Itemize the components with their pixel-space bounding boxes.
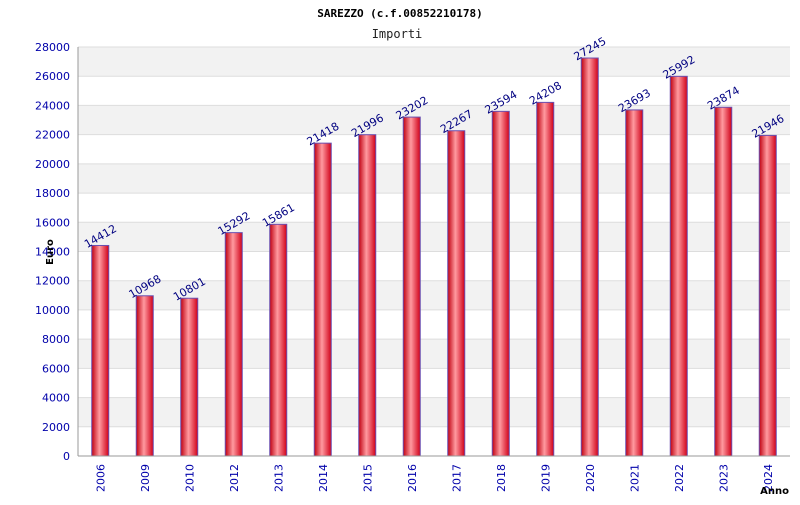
x-axis-label: Anno (760, 486, 789, 497)
y-tick-label: 18000 (35, 187, 70, 200)
bar (491, 110, 510, 457)
y-tick-label: 6000 (42, 362, 70, 375)
bar (714, 106, 733, 457)
y-tick-label: 24000 (35, 99, 70, 112)
x-tick-label: 2020 (584, 464, 597, 492)
y-axis-label: Euro (45, 239, 56, 265)
chart-title: SAREZZO (c.f.00852210178) (317, 7, 483, 20)
bar (313, 142, 332, 457)
x-tick-label: 2012 (228, 464, 241, 492)
bars (91, 57, 777, 457)
bar (580, 57, 599, 457)
bar (625, 109, 644, 457)
y-tick-label: 28000 (35, 41, 70, 54)
y-tick-label: 20000 (35, 158, 70, 171)
y-tick-label: 16000 (35, 216, 70, 229)
y-tick-label: 8000 (42, 333, 70, 346)
x-tick-label: 2013 (272, 464, 285, 492)
x-tick-label: 2018 (495, 464, 508, 492)
bar (180, 297, 199, 457)
bar (91, 244, 110, 457)
y-tick-label: 22000 (35, 129, 70, 142)
x-tick-label: 2019 (539, 464, 552, 492)
x-tick-label: 2009 (139, 464, 152, 492)
bar (402, 116, 421, 457)
x-tick-label: 2010 (183, 464, 196, 492)
x-tick-label: 2015 (361, 464, 374, 492)
y-tick-label: 26000 (35, 70, 70, 83)
y-tick-label: 10000 (35, 304, 70, 317)
bar (358, 134, 377, 457)
y-tick-label: 14000 (35, 246, 70, 259)
x-tick-label: 2024 (762, 464, 775, 492)
x-tick-label: 2016 (406, 464, 419, 492)
bar (536, 101, 555, 457)
y-tick-label: 2000 (42, 421, 70, 434)
x-tick-label: 2014 (317, 464, 330, 492)
grid-band (78, 47, 790, 77)
x-tick-label: 2023 (717, 464, 730, 492)
x-tick-label: 2017 (450, 464, 463, 492)
x-tick-labels: 2006 2009 2010 2012 2013 2014 2015 2016 2017 2018… (94, 464, 775, 492)
bar (135, 295, 154, 457)
bar (269, 223, 288, 457)
x-tick-label: 2006 (94, 464, 107, 492)
y-tick-label: 12000 (35, 275, 70, 288)
bar (224, 232, 243, 457)
y-tick-label: 0 (63, 450, 70, 463)
y-tick-label: 4000 (42, 392, 70, 405)
x-tick-label: 2022 (673, 464, 686, 492)
y-tick-labels: 0 2000 4000 6000 8000 10000 12000 14000 16000 180… (35, 41, 70, 463)
x-tick-label: 2021 (628, 464, 641, 492)
chart-subtitle: Importi (372, 27, 423, 41)
bar (669, 75, 688, 457)
bar (447, 130, 466, 457)
bar (758, 134, 777, 457)
